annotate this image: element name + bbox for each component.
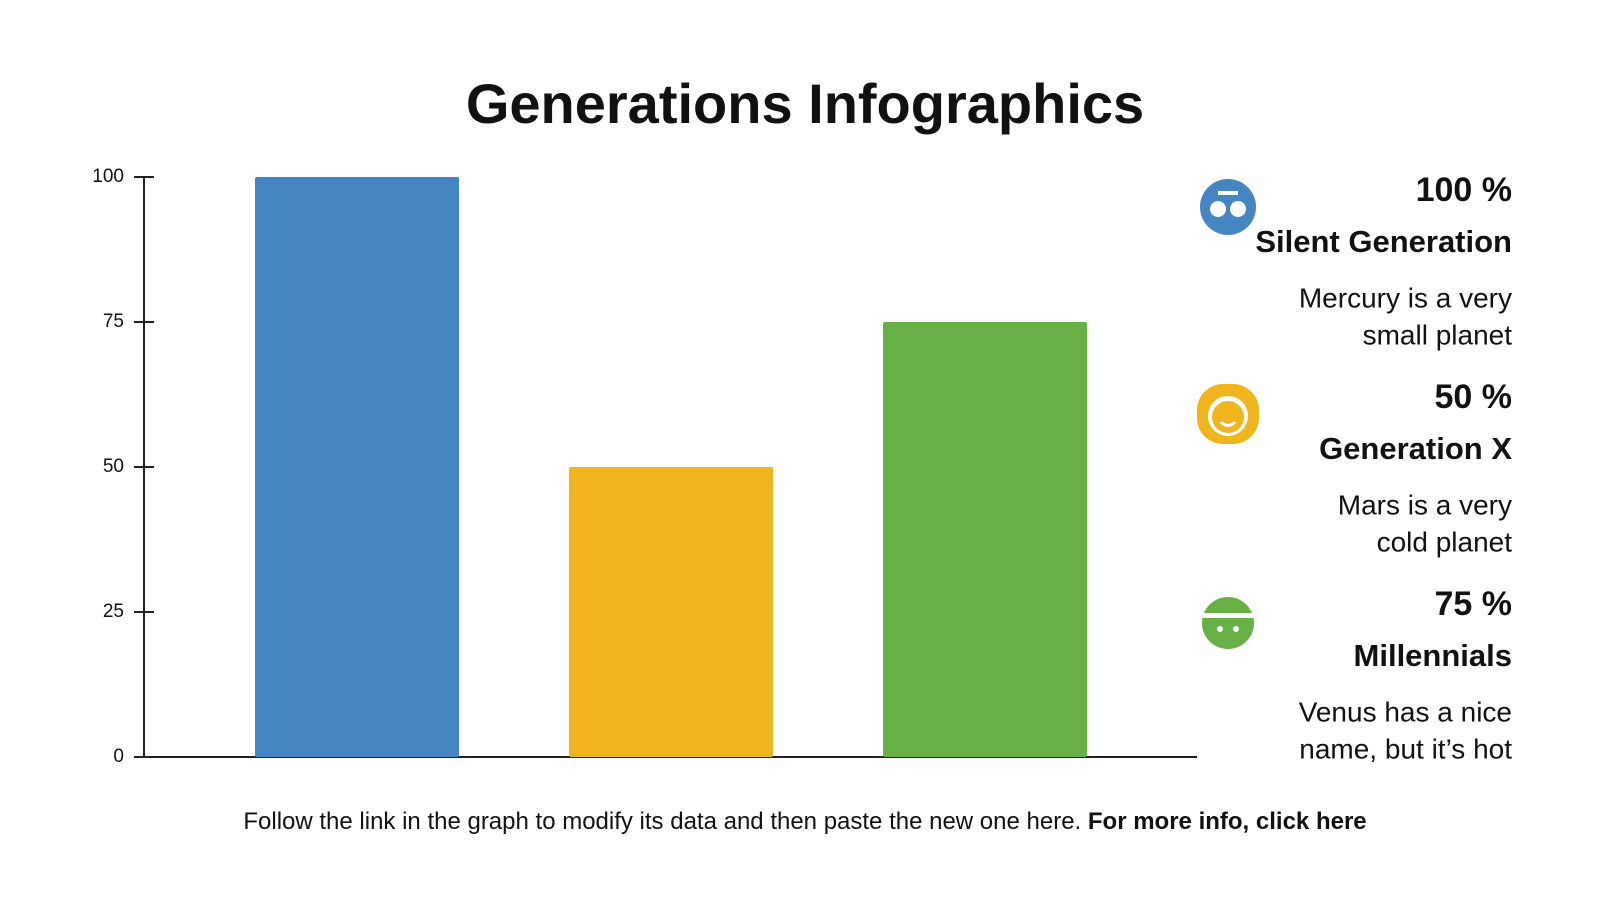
icon-face xyxy=(1202,597,1254,649)
legend-description: Venus has a nice xyxy=(1299,696,1512,727)
bar xyxy=(569,467,773,757)
icon-eye xyxy=(1233,626,1239,632)
icon-inner xyxy=(1212,401,1244,433)
chart-title: Generations Infographics xyxy=(466,72,1144,135)
footer-link[interactable]: For more info, click here xyxy=(1088,808,1367,835)
legend-icon xyxy=(1200,179,1256,235)
legend-icon xyxy=(1197,384,1259,444)
value-label: 100 % xyxy=(1416,171,1512,209)
bar xyxy=(255,177,459,757)
value-label: 50 % xyxy=(1435,378,1513,416)
bar xyxy=(883,322,1087,757)
legend-icon xyxy=(1198,597,1260,649)
footer-text: Follow the link in the graph to modify i… xyxy=(243,808,1081,835)
icon-smile xyxy=(1219,420,1237,427)
icon-glass xyxy=(1230,201,1246,217)
legend-description: small planet xyxy=(1363,319,1513,350)
y-tick-label: 100 xyxy=(92,166,124,187)
legend-description: cold planet xyxy=(1377,526,1513,557)
value-label: 75 % xyxy=(1435,585,1513,623)
icon-glass xyxy=(1210,201,1226,217)
legend-description: Mercury is a very xyxy=(1299,282,1512,313)
legend-name: Silent Generation xyxy=(1255,224,1512,259)
legend-name: Millennials xyxy=(1354,638,1512,673)
icon-brow xyxy=(1218,191,1238,195)
y-tick-label: 0 xyxy=(113,746,124,767)
legend-description: Mars is a very xyxy=(1338,489,1512,520)
icon-eye xyxy=(1217,626,1223,632)
legend-description: name, but it’s hot xyxy=(1299,733,1512,764)
legend-name: Generation X xyxy=(1319,431,1512,466)
footer: Follow the link in the graph to modify i… xyxy=(243,808,1366,835)
icon-face xyxy=(1200,179,1256,235)
y-tick-label: 75 xyxy=(103,311,124,332)
y-tick-label: 50 xyxy=(103,456,124,477)
y-tick-label: 25 xyxy=(103,601,124,622)
icon-brim xyxy=(1198,613,1260,618)
